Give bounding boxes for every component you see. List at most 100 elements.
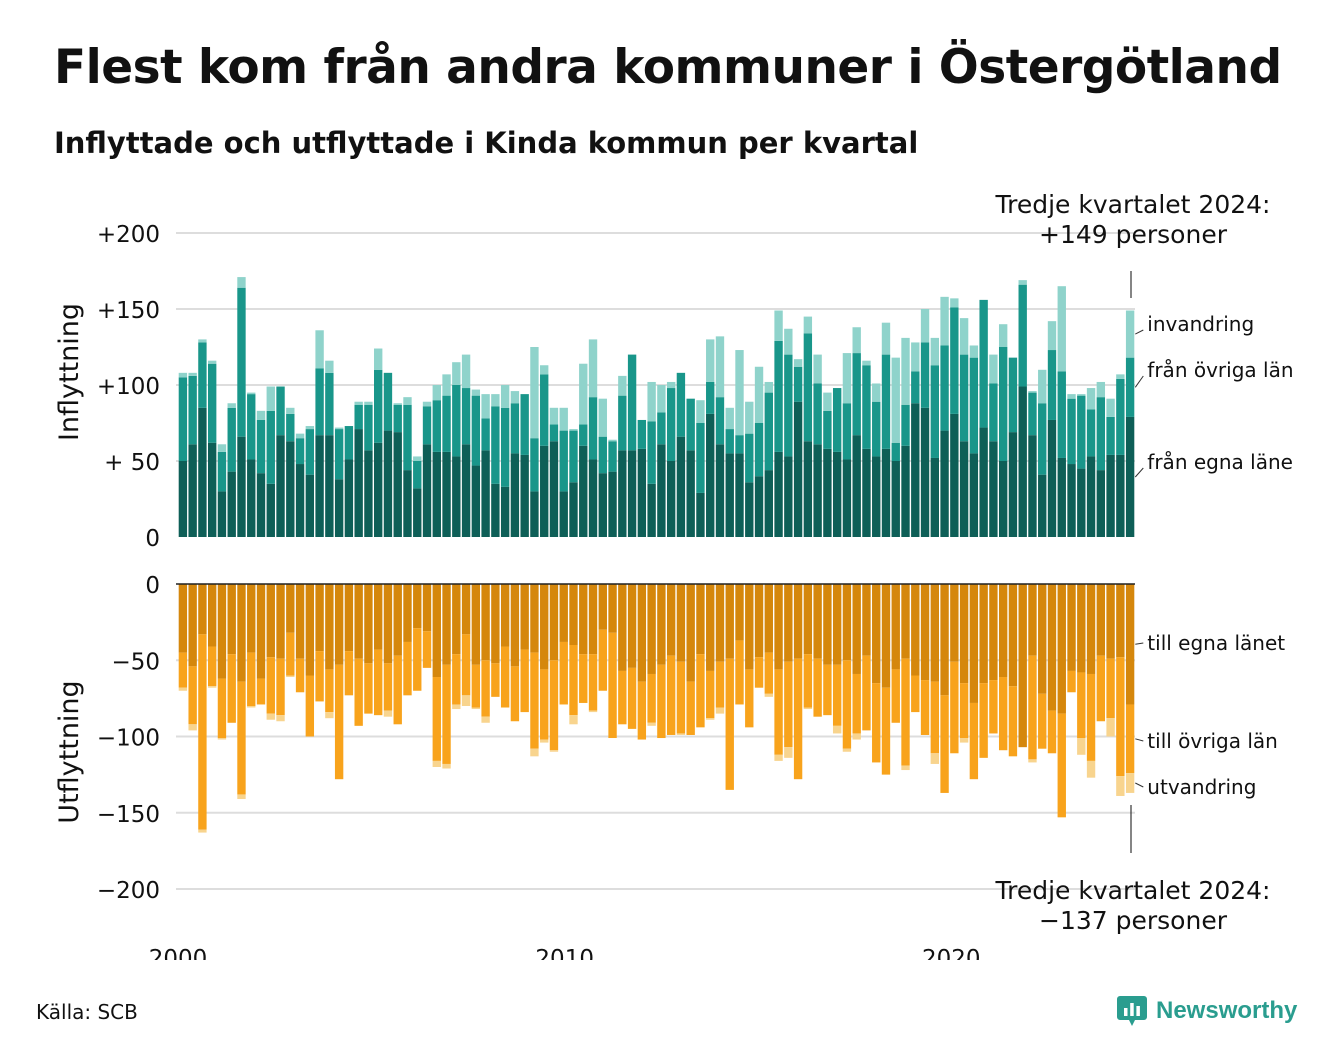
inflow-bar-immigration (725, 407, 734, 430)
inflow-bar-own-county (383, 430, 393, 537)
inflow-bar-own-county (588, 459, 598, 537)
inflow-bar-other-counties (295, 438, 305, 465)
outflow-bar-other-counties (862, 655, 871, 731)
inflow-bars (178, 277, 1135, 537)
inflow-bar-immigration (217, 444, 227, 452)
outflow-bar-other-counties (715, 661, 725, 708)
outflow-bar-own-county (959, 584, 969, 684)
inflow-bar-own-county (862, 448, 871, 537)
inflow-bar-immigration (178, 372, 188, 378)
outflow-bar-other-counties (1057, 713, 1066, 818)
outflow-bar-own-county (784, 584, 793, 662)
outflow-bar-own-county (432, 584, 441, 678)
inflow-bar-own-county (969, 453, 979, 537)
inflow-bar-own-county (520, 454, 529, 537)
outflow-bar-emigration (842, 748, 852, 752)
outflow-bar-own-county (666, 584, 676, 656)
outflow-bar-other-counties (227, 654, 236, 723)
inflow-bar-immigration (657, 385, 666, 413)
inflow-bar-immigration (1018, 280, 1027, 285)
outflow-bar-other-counties (881, 687, 891, 775)
outflow-bar-emigration (764, 693, 773, 697)
inflow-bar-immigration (256, 410, 266, 420)
outflow-bar-own-county (1125, 584, 1135, 705)
outflow-bar-own-county (540, 584, 549, 670)
inflow-bar-own-county (745, 482, 754, 537)
outflow-bar-other-counties (813, 658, 822, 717)
inflow-bar-immigration (510, 391, 520, 404)
outflow-bar-other-counties (247, 652, 256, 707)
inflow-bar-immigration (461, 354, 471, 389)
inflow-bar-other-counties (969, 357, 979, 454)
inflow-bar-immigration (559, 407, 568, 431)
x-axis-ticks: 2000 2010 2020 (149, 946, 981, 960)
inflow-bar-immigration (374, 348, 383, 370)
outflow-bar-other-counties (579, 654, 588, 703)
inflow-bar-other-counties (998, 347, 1008, 461)
inflow-bar-own-county (549, 441, 559, 537)
inflow-bar-immigration (852, 327, 861, 354)
inflow-bar-own-county (930, 457, 939, 537)
inflow-bar-other-counties (715, 397, 725, 445)
outflow-bar-own-county (998, 584, 1008, 678)
outflow-bar-other-counties (832, 664, 842, 726)
inflow-bar-own-county (227, 471, 236, 537)
inflow-bar-other-counties (1047, 350, 1057, 420)
outflow-bar-own-county (657, 584, 666, 665)
outflow-bar-emigration (832, 725, 842, 734)
inflow-bar-own-county (803, 441, 813, 537)
inflow-bar-other-counties (442, 395, 451, 452)
inflow-bar-own-county (725, 453, 734, 537)
inflow-y-tick-label: 0 (145, 526, 160, 552)
inflow-bar-immigration (295, 433, 305, 439)
inflow-bar-immigration (491, 394, 500, 407)
outflow-bar-emigration (432, 760, 441, 767)
inflow-bar-own-county (364, 450, 373, 537)
inflow-bar-other-counties (1086, 409, 1096, 457)
outflow-legend-label: utvandring (1147, 775, 1256, 799)
inflow-bar-own-county (950, 413, 959, 537)
inflow-bar-other-counties (481, 418, 490, 451)
inflow-bar-immigration (1057, 286, 1066, 372)
inflow-bar-immigration (715, 336, 725, 398)
outflow-bar-own-county (901, 584, 910, 659)
inflow-bar-immigration (813, 354, 822, 384)
outflow-bar-own-county (745, 584, 754, 670)
outflow-bar-other-counties (540, 669, 549, 740)
inflow-bar-own-county (569, 482, 578, 537)
outflow-bar-own-county (1077, 584, 1086, 673)
outflow-bar-other-counties (637, 681, 647, 740)
outflow-bar-other-counties (295, 658, 305, 693)
inflow-bar-own-county (715, 444, 725, 537)
inflow-bar-other-counties (227, 407, 236, 472)
inflow-bar-immigration (530, 347, 539, 439)
inflow-bar-immigration (227, 403, 236, 408)
outflow-bar-other-counties (393, 655, 402, 725)
inflow-bar-own-county (305, 474, 315, 537)
outflow-bar-other-counties (1125, 704, 1135, 774)
inflow-bar-immigration (647, 381, 656, 422)
outflow-bar-emigration (803, 707, 813, 710)
inflow-bar-immigration (354, 401, 363, 405)
x-tick-label: 2000 (149, 946, 208, 960)
inflow-bar-immigration (1096, 381, 1106, 398)
outflow-bar-own-county (1086, 584, 1096, 674)
outflow-bar-other-counties (803, 654, 813, 708)
outflow-bar-other-counties (500, 646, 510, 708)
outflow-bar-other-counties (891, 669, 900, 723)
inflow-bar-own-county (832, 451, 842, 537)
inflow-bar-other-counties (725, 429, 734, 454)
inflow-bar-own-county (1086, 456, 1096, 537)
outflow-bar-own-county (217, 584, 227, 679)
inflow-bar-own-county (813, 444, 822, 537)
newsworthy-icon (1117, 996, 1147, 1026)
outflow-bar-own-county (1028, 584, 1037, 656)
outflow-bar-other-counties (354, 658, 363, 726)
chart-title: Flest kom från andra kommuner i Östergöt… (54, 40, 1282, 95)
outflow-bar-own-county (608, 584, 617, 633)
outflow-bar-other-counties (793, 658, 803, 780)
outflow-bar-other-counties (842, 660, 852, 749)
inflow-bar-other-counties (461, 388, 471, 445)
inflow-bar-other-counties (393, 404, 402, 433)
outflow-bar-own-county (940, 584, 949, 696)
